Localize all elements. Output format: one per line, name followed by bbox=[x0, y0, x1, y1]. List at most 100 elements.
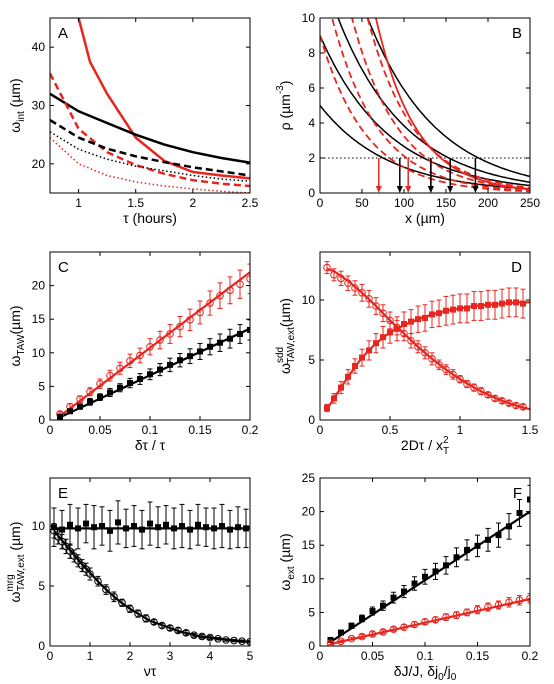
x-tick-label: 0.1 bbox=[417, 649, 434, 663]
y-tick-label: 30 bbox=[32, 99, 46, 113]
data-point bbox=[139, 526, 145, 533]
series-line bbox=[50, 119, 250, 177]
series-line bbox=[374, 18, 530, 191]
data-point bbox=[400, 623, 408, 631]
data-point bbox=[136, 351, 144, 360]
series-line bbox=[320, 35, 530, 187]
x-axis-label: τ (hours) bbox=[123, 210, 177, 226]
data-point bbox=[331, 395, 337, 402]
x-tick-label: 1 bbox=[87, 649, 94, 663]
data-point bbox=[142, 614, 150, 623]
data-point bbox=[429, 311, 435, 318]
data-point bbox=[515, 596, 524, 605]
y-tick-label: 0 bbox=[308, 186, 315, 200]
data-point bbox=[338, 629, 344, 636]
series-line bbox=[77, 18, 250, 180]
x-tick-label: 100 bbox=[394, 196, 414, 210]
series-line bbox=[53, 530, 250, 643]
data-point bbox=[513, 299, 519, 306]
data-point bbox=[177, 357, 183, 364]
y-tick-label: 8 bbox=[308, 46, 315, 60]
data-point bbox=[464, 305, 470, 312]
x-tick-label: 0.15 bbox=[466, 649, 490, 663]
data-point bbox=[217, 339, 223, 346]
x-axis-label: δτ / τ bbox=[135, 437, 166, 453]
data-point bbox=[498, 397, 506, 405]
panel-label: A bbox=[58, 25, 68, 42]
data-point bbox=[126, 357, 134, 365]
data-point bbox=[54, 533, 62, 541]
x-tick-label: 0.15 bbox=[188, 423, 212, 437]
data-point bbox=[338, 384, 344, 391]
data-point bbox=[197, 348, 203, 355]
x-axis-label: ντ bbox=[144, 663, 157, 679]
data-point bbox=[207, 343, 213, 350]
data-point bbox=[457, 305, 463, 312]
arrow-head bbox=[472, 186, 479, 193]
y-tick-label: 10 bbox=[32, 346, 46, 360]
plot-area bbox=[50, 500, 250, 646]
data-point bbox=[219, 523, 225, 529]
y-axis-label: ωmrgTAW,ext (µm) bbox=[5, 522, 27, 603]
series-line bbox=[59, 271, 250, 417]
data-point bbox=[491, 394, 499, 403]
data-point bbox=[99, 523, 105, 529]
data-point bbox=[94, 577, 102, 586]
panel-b: 0 50 100 150 200 250 0 2 4 6 8 10 x (µm) ρ (µm-3) B bbox=[275, 11, 540, 226]
data-point bbox=[237, 330, 243, 337]
y-tick-label: 2 bbox=[308, 151, 315, 165]
data-point bbox=[182, 629, 190, 637]
data-point bbox=[456, 375, 464, 384]
data-point bbox=[428, 355, 436, 363]
data-point bbox=[146, 342, 154, 351]
x-tick-label: 0.05 bbox=[361, 649, 385, 663]
series-line bbox=[366, 18, 530, 178]
data-point bbox=[187, 353, 193, 360]
data-point bbox=[485, 301, 491, 308]
data-point bbox=[216, 291, 224, 300]
arrow-head bbox=[427, 186, 434, 193]
data-point bbox=[166, 624, 174, 632]
data-point bbox=[443, 307, 449, 314]
panel-c: 0 0.05 0.1 0.15 0.2 0 5 10 15 20 δτ / τ ωTAW(µm) C bbox=[7, 251, 259, 453]
data-point bbox=[373, 340, 379, 347]
x-tick-label: 150 bbox=[436, 196, 456, 210]
data-point bbox=[351, 284, 359, 292]
data-point bbox=[421, 349, 429, 357]
data-point bbox=[449, 370, 457, 379]
data-point bbox=[87, 398, 93, 405]
panel-f: 0 0.05 0.1 0.15 0.2 0 5 10 15 20 25 δJ/J, δj0/j0 ωex… bbox=[277, 471, 539, 683]
y-tick-label: 10 bbox=[32, 519, 46, 533]
y-axis-label: ωsddTAW,ext(µm) bbox=[275, 298, 297, 374]
data-point bbox=[67, 521, 73, 528]
x-tick-label: 3 bbox=[167, 649, 174, 663]
series-line bbox=[351, 18, 530, 191]
y-tick-label: 20 bbox=[32, 279, 46, 293]
data-point bbox=[115, 519, 121, 526]
y-tick-label: 10 bbox=[302, 293, 316, 307]
y-tick-label: 4 bbox=[308, 116, 315, 130]
y-tick-label: 20 bbox=[32, 157, 46, 171]
x-tick-label: 0 bbox=[317, 196, 324, 210]
arrow-head bbox=[375, 186, 382, 193]
data-point bbox=[368, 630, 377, 638]
data-point bbox=[506, 299, 512, 306]
series-line bbox=[331, 18, 530, 192]
data-point bbox=[407, 337, 415, 345]
data-point bbox=[77, 403, 83, 410]
data-point bbox=[167, 361, 173, 368]
series-line bbox=[50, 72, 250, 188]
data-point bbox=[401, 321, 407, 327]
data-point bbox=[442, 365, 450, 374]
data-point bbox=[67, 408, 73, 415]
data-point bbox=[478, 303, 484, 309]
data-point bbox=[190, 631, 198, 640]
data-point bbox=[206, 299, 214, 307]
y-tick-label: 25 bbox=[302, 471, 316, 485]
data-point bbox=[520, 300, 526, 307]
x-tick-label: 4 bbox=[207, 649, 214, 663]
data-point bbox=[158, 621, 166, 630]
data-point bbox=[411, 580, 418, 587]
x-tick-label: 2.5 bbox=[242, 196, 259, 210]
